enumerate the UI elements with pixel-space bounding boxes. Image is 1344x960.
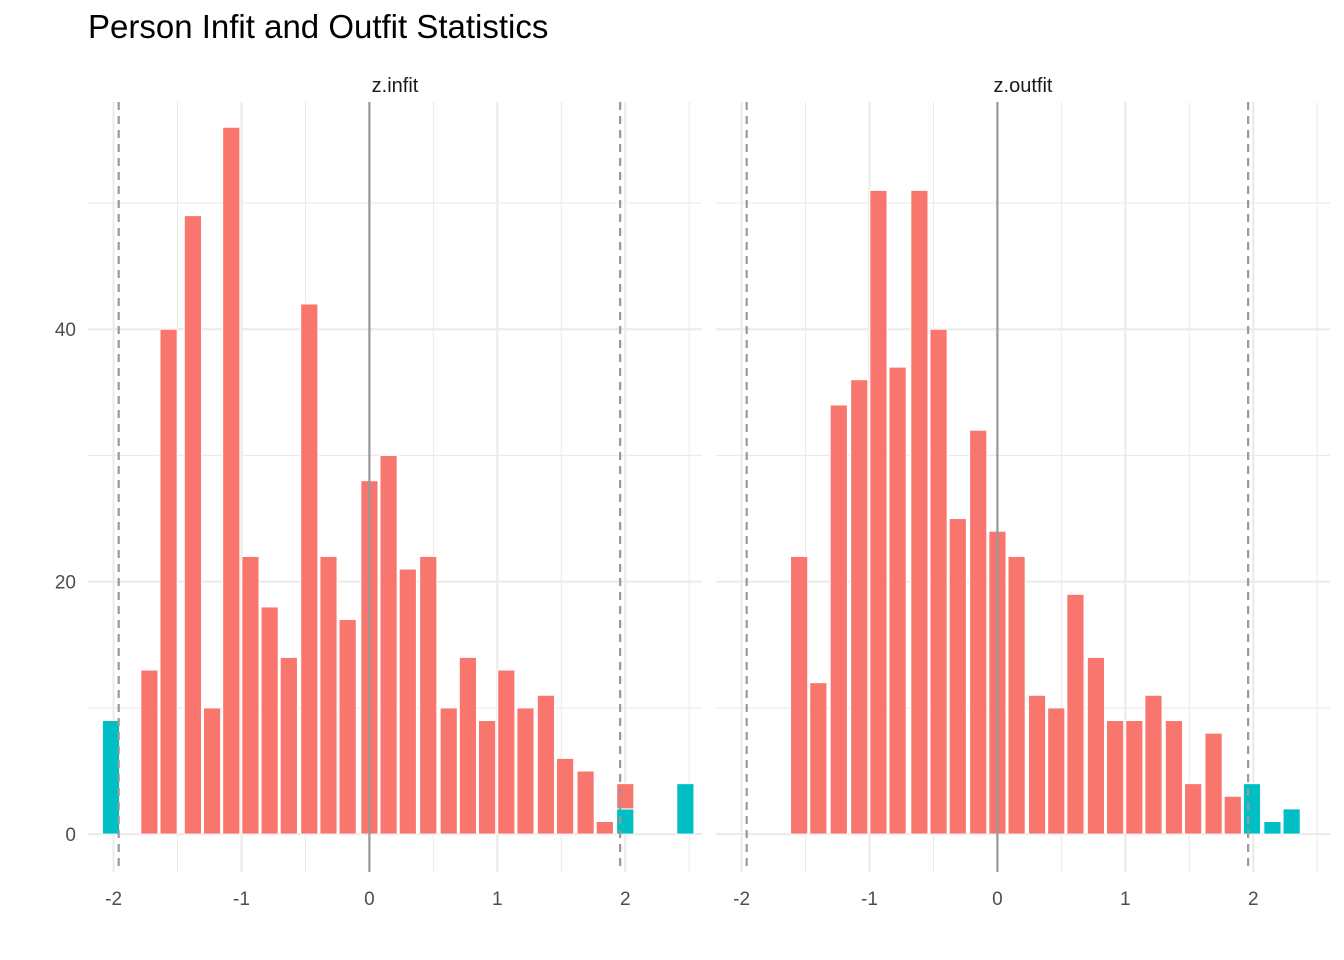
y-tick-label: 0 [65,825,76,846]
histogram-bar-within [222,126,241,835]
histogram-bar-within [202,707,222,835]
histogram-bar-within [829,404,848,835]
histogram-bar-within [929,328,948,835]
histogram-bar-within [497,669,516,835]
histogram-bar-within [1223,795,1242,835]
histogram-bar-within [279,656,298,835]
histogram-bar-within [1086,656,1106,835]
histogram-bar-within [1184,783,1203,835]
y-tick-label: 40 [55,320,76,341]
x-tick-label: 2 [620,889,631,910]
x-tick-label: 0 [992,889,1003,910]
histogram-bar-within [1066,593,1085,835]
x-tick-label: -1 [861,889,878,910]
x-tick-label: 1 [1120,889,1131,910]
histogram-bar-within [536,694,556,835]
histogram-bar-within [458,656,478,835]
histogram-bar-within [159,328,178,835]
histogram-bar-outside [101,720,121,835]
x-tick-label: -1 [233,889,250,910]
histogram-bar-within [910,189,929,835]
histogram-bar-within [439,707,458,835]
histogram-bar-within [1125,720,1144,835]
histogram-bar-within [1047,707,1066,835]
chart-title: Person Infit and Outfit Statistics [88,8,549,45]
histogram-bar-outside [1242,783,1262,835]
histogram-bar-within [948,518,967,835]
histogram-bar-within [338,619,357,835]
histogram-bar-within [1164,720,1184,835]
panel-z-outfit: z.outfit -2 -1 0 1 2 [716,75,1330,910]
histogram-bar-within [300,303,319,835]
facet-strip-label: z.outfit [994,75,1053,97]
histogram-bar-within [1027,694,1047,835]
histogram-bar-within [969,429,988,835]
histogram-bar-within [398,568,417,835]
histogram-bar-within [478,720,497,835]
histogram-bar-outside [676,783,695,835]
histogram-bar-within [183,215,202,835]
x-tick-label: 2 [1248,889,1259,910]
histogram-bar-within [850,379,869,835]
x-tick-label: -2 [733,889,750,910]
histogram-bar-within [1144,694,1163,835]
histogram-bar-within [595,821,614,835]
histogram-bar-within [790,555,809,835]
histogram-bar-within [516,707,535,835]
histogram-bar-within [576,770,595,835]
histogram-bar-within [1204,732,1223,835]
histogram-bar-outside [1263,821,1282,835]
histogram-bar-within [809,682,828,835]
histogram-bar-within [1007,555,1026,835]
histogram-bar-within [260,606,279,835]
x-tick-label: 1 [492,889,503,910]
histogram-bar-within [888,366,907,835]
histogram-bar-outside [1282,808,1301,835]
histogram-bar-within [1106,720,1125,835]
histogram-bar-within [379,454,398,835]
histogram-bar-within [241,555,260,835]
x-tick-label: 0 [364,889,375,910]
facet-strip-label: z.infit [372,75,419,97]
histogram-bar-within [319,555,338,835]
y-tick-label: 20 [55,573,76,594]
histogram-bar-within [556,757,575,835]
histogram-bar-within [869,189,888,835]
histogram-bar-within [140,669,159,835]
histogram-bar-within [419,555,438,835]
panel-z-infit: z.infit -2 -1 0 1 2 [88,75,702,910]
y-axis: 0 20 40 [55,320,76,846]
x-tick-label: -2 [105,889,122,910]
